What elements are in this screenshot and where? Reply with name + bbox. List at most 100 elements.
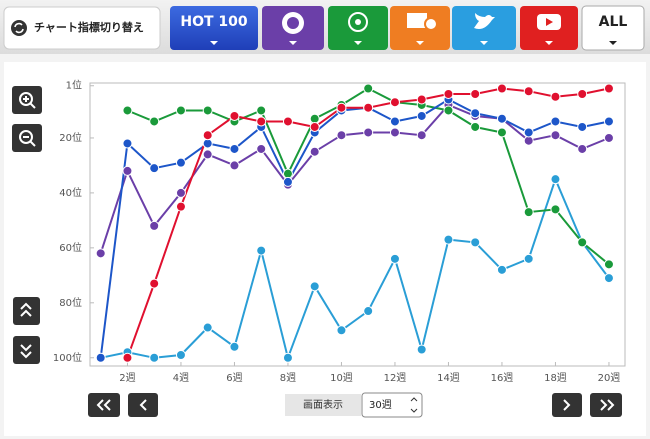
point <box>336 325 347 336</box>
weeks-option: 30週 <box>369 399 392 411</box>
point <box>550 204 561 215</box>
point <box>389 97 400 108</box>
cd-icon <box>424 17 438 31</box>
point <box>496 113 507 124</box>
hot100-label: HOT 100 <box>180 14 248 30</box>
series-line <box>99 98 610 358</box>
point <box>309 146 320 157</box>
point <box>470 108 481 119</box>
next-button[interactable] <box>552 393 582 417</box>
pc-icon <box>407 13 427 28</box>
point <box>550 130 561 141</box>
point <box>523 127 534 138</box>
point <box>523 86 534 97</box>
point <box>443 88 454 99</box>
radio-button[interactable] <box>328 6 388 50</box>
twitter-icon <box>474 13 495 29</box>
point <box>496 264 507 275</box>
point <box>149 163 160 174</box>
x-tick-label: 4週 <box>173 372 189 384</box>
point <box>470 237 481 248</box>
radio-icon-dot <box>355 19 361 25</box>
display-label: 画面表示 <box>303 398 343 411</box>
point <box>122 352 133 363</box>
point <box>149 116 160 127</box>
twitter-button[interactable] <box>452 6 516 50</box>
point <box>256 143 267 154</box>
x-tick-label: 18週 <box>544 372 567 384</box>
x-tick-label: 14週 <box>437 372 460 384</box>
point <box>282 176 293 187</box>
x-tick-label: 10週 <box>330 372 353 384</box>
point <box>202 130 213 141</box>
point <box>149 220 160 231</box>
hot100-button[interactable] <box>170 6 258 50</box>
point <box>363 102 374 113</box>
point <box>95 352 106 363</box>
point <box>122 105 133 116</box>
x-tick-label: 20週 <box>598 372 621 384</box>
point <box>336 130 347 141</box>
caret <box>289 41 297 45</box>
point <box>122 138 133 149</box>
point <box>282 116 293 127</box>
radio-icon <box>348 12 368 32</box>
point <box>416 110 427 121</box>
caret <box>480 41 488 45</box>
point <box>603 83 614 94</box>
y-tick-label: 80位 <box>59 296 82 309</box>
all-label: ALL <box>599 14 628 30</box>
point <box>309 281 320 292</box>
point <box>95 248 106 259</box>
all-button[interactable] <box>581 5 645 51</box>
point <box>229 341 240 352</box>
prev-button[interactable] <box>128 393 158 417</box>
y-tick-label: 40位 <box>59 186 82 199</box>
switch-box <box>3 6 161 50</box>
x-tick-label: 16週 <box>491 372 514 384</box>
point <box>282 352 293 363</box>
point <box>603 273 614 284</box>
caret <box>545 41 553 45</box>
point <box>443 105 454 116</box>
point <box>523 253 534 264</box>
point <box>577 143 588 154</box>
y-tick-label: 100位 <box>53 351 82 364</box>
youtube-play <box>546 18 553 26</box>
point <box>603 116 614 127</box>
point <box>202 105 213 116</box>
y-tick-label: 20位 <box>59 131 82 144</box>
point <box>389 253 400 264</box>
point <box>523 135 534 146</box>
point <box>202 149 213 160</box>
point <box>149 278 160 289</box>
caret <box>609 41 617 45</box>
point <box>523 207 534 218</box>
series-line <box>99 103 610 254</box>
point <box>122 165 133 176</box>
point <box>256 245 267 256</box>
point <box>202 322 213 333</box>
point <box>256 105 267 116</box>
switch-label: チャート指標切り替え <box>34 20 144 34</box>
point <box>256 116 267 127</box>
sales-icon-inner <box>287 17 299 29</box>
weeks-select[interactable] <box>361 392 423 418</box>
point <box>282 168 293 179</box>
point <box>416 344 427 355</box>
point <box>577 237 588 248</box>
point <box>443 234 454 245</box>
point <box>336 102 347 113</box>
point <box>363 83 374 94</box>
y-tick-label: 1位 <box>66 79 82 92</box>
point <box>229 110 240 121</box>
point <box>389 127 400 138</box>
control-icons <box>19 92 36 359</box>
point <box>175 350 186 361</box>
point <box>577 121 588 132</box>
point <box>470 121 481 132</box>
point <box>550 91 561 102</box>
point <box>496 127 507 138</box>
point <box>470 88 481 99</box>
point <box>416 130 427 141</box>
